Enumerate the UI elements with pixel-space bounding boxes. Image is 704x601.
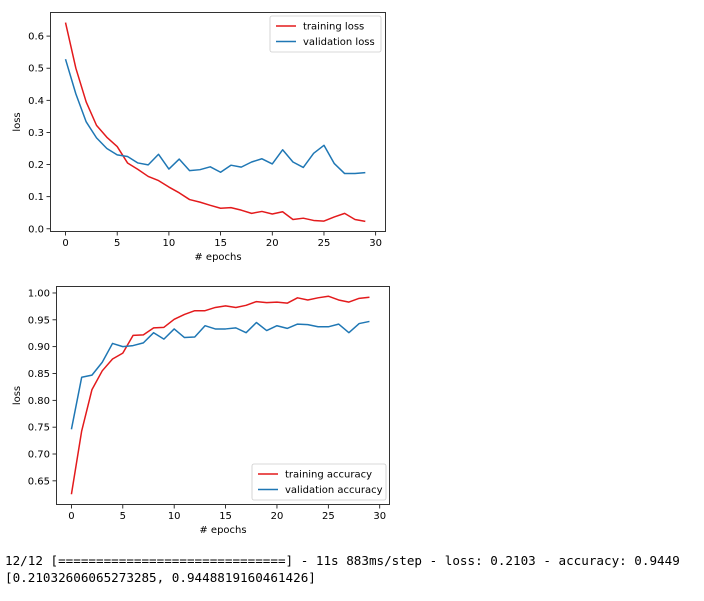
x-tick-label: 25 <box>322 511 335 522</box>
y-tick-label: 1.00 <box>28 288 50 299</box>
y-tick-label: 0.6 <box>28 32 44 43</box>
x-axis-label: # epochs <box>194 252 241 263</box>
y-axis-label: loss <box>12 386 23 405</box>
series-line-training-accuracy <box>70 295 370 495</box>
axes-frame <box>56 286 390 505</box>
x-tick-label: 30 <box>369 238 382 249</box>
x-tick-label: 15 <box>219 511 232 522</box>
console-output-result: [0.21032606065273285, 0.9448819160461426… <box>5 570 316 585</box>
y-tick-label: 0.75 <box>28 423 50 434</box>
x-tick-label: 0 <box>62 238 68 249</box>
y-tick-label: 0.70 <box>28 450 50 461</box>
y-tick-label: 0.3 <box>28 128 44 139</box>
y-tick-label: 0.90 <box>28 342 50 353</box>
y-tick-label: 0.5 <box>28 64 44 75</box>
y-tick-label: 0.85 <box>28 369 50 380</box>
legend-box <box>251 463 387 501</box>
y-tick-label: 0.80 <box>28 396 50 407</box>
y-tick-label: 0.1 <box>28 192 44 203</box>
x-tick-label: 25 <box>318 238 331 249</box>
y-tick-label: 0.2 <box>28 160 44 171</box>
legend-label: training loss <box>303 22 364 33</box>
y-tick-label: 0.65 <box>28 476 50 487</box>
legend: training accuracy validation accuracy <box>251 463 387 501</box>
legend-label: training accuracy <box>285 470 372 481</box>
legend-label: validation accuracy <box>285 485 383 496</box>
series-line-validation-loss <box>64 58 366 175</box>
x-tick-label: 15 <box>214 238 227 249</box>
legend: training loss validation loss <box>269 15 382 53</box>
x-tick-label: 20 <box>266 238 279 249</box>
y-tick-label: 0.0 <box>28 224 44 235</box>
axes-frame <box>50 12 386 232</box>
legend-label: validation loss <box>303 37 375 48</box>
series-line-training-loss <box>64 22 366 223</box>
series-line-validation-accuracy <box>70 320 370 430</box>
y-tick-label: 0.4 <box>28 96 44 107</box>
console-output-progress: 12/12 [==============================] -… <box>5 553 680 568</box>
x-tick-label: 5 <box>120 511 126 522</box>
loss-chart: 0 5 10 15 20 25 30 0.0 0.1 0.2 0.3 0.4 0.5 0.6 # epoch… <box>12 12 386 263</box>
y-tick-label: 0.95 <box>28 315 50 326</box>
x-tick-label: 20 <box>271 511 284 522</box>
x-tick-label: 10 <box>163 238 176 249</box>
accuracy-chart: 0 5 10 15 20 25 30 0.65 0.70 0.75 0.80 0.85 0.90 0.95… <box>12 286 390 536</box>
x-tick-label: 0 <box>68 511 74 522</box>
charts-canvas: 0 5 10 15 20 25 30 0.0 0.1 0.2 0.3 0.4 0.5 0.6 # epoch… <box>12 12 390 536</box>
x-tick-label: 10 <box>168 511 181 522</box>
x-tick-label: 30 <box>373 511 386 522</box>
legend-box <box>269 15 382 53</box>
y-axis-label: loss <box>12 112 23 131</box>
x-tick-label: 5 <box>114 238 120 249</box>
x-axis-label: # epochs <box>199 525 246 536</box>
